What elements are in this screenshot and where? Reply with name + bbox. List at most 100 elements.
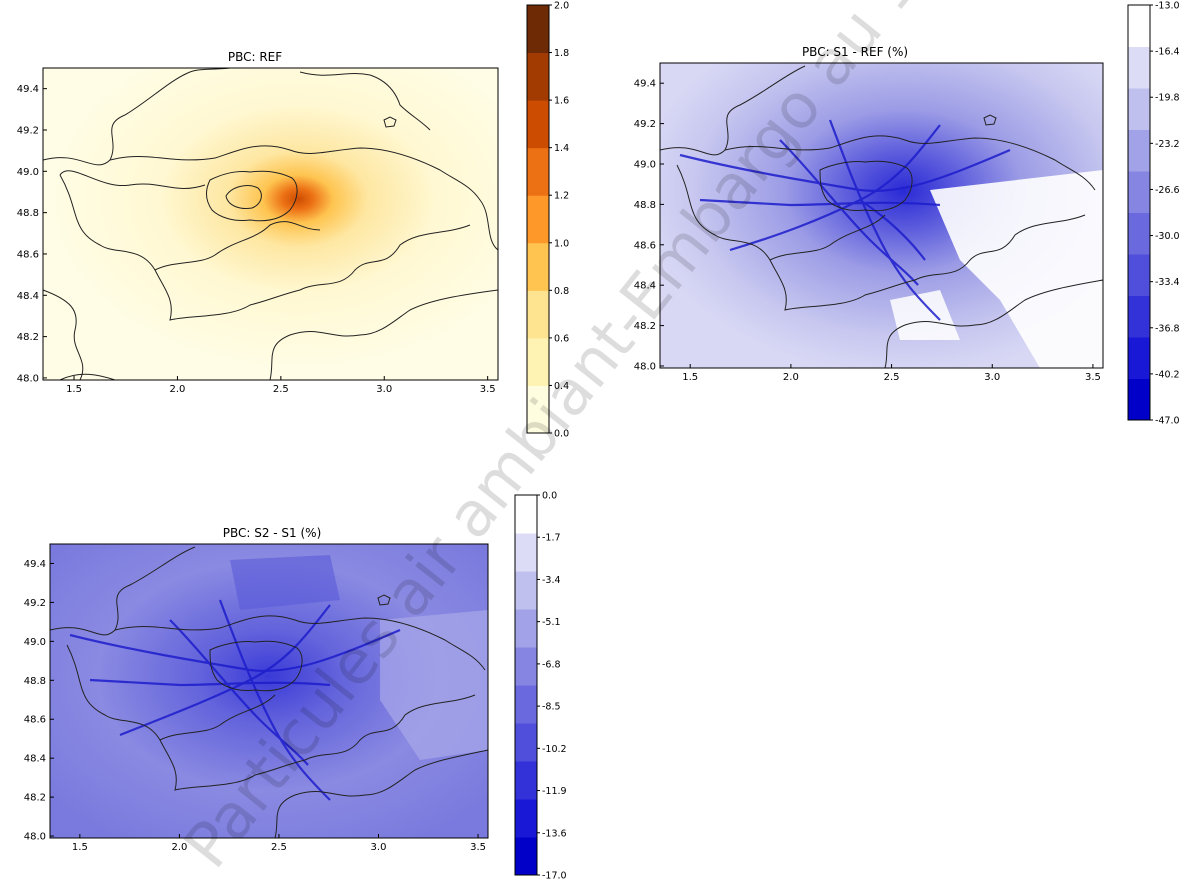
s1-y-tick-label: 48.2: [634, 321, 656, 332]
s1-colorbar-segment: [1128, 129, 1150, 172]
s2-x-tick-label: 3.5: [470, 842, 486, 853]
s2-colorbar-segment: [515, 647, 537, 686]
s2-colorbar-frame: [514, 494, 538, 876]
panel-s2-axes: 1.5 2.0 2.5 3.0 3.5 48.0 48.2 48.4 48.6 48.8 49.0 4…: [24, 559, 486, 853]
s2-colorbar-segment: [515, 571, 537, 610]
ref-y-tick-label: 49.4: [17, 84, 39, 95]
s2-colorbar-tick-label: -3.4: [542, 575, 561, 586]
s1-colorbar-tick-label: -33.4: [1155, 277, 1180, 288]
s2-y-tick-label: 49.0: [24, 637, 46, 648]
s2-y-tick-label: 48.2: [24, 793, 46, 804]
panel-s2-colorbar: -17.0 -13.6 -11.9 -10.2 -8.5 -6.8 -5.1 -3.4 -1.7…: [514, 491, 567, 882]
panel-s1-axes: 1.5 2.0 2.5 3.0 3.5 48.0 48.2 48.4 48.6 48.8 49.0 4…: [634, 79, 1101, 383]
s1-colorbar-tick-label: -26.6: [1155, 185, 1180, 196]
s2-colorbar-tick-label: 0.0: [542, 491, 557, 502]
s1-colorbar-segment: [1128, 46, 1150, 89]
ref-colorbar-tick-label: 1.0: [554, 238, 569, 249]
s1-y-tick-label: 49.0: [634, 159, 656, 170]
s2-x-tick-label: 2.5: [271, 842, 287, 853]
s1-colorbar-segment: [1128, 295, 1150, 338]
ref-colorbar-frame: [526, 4, 550, 434]
ref-y-tick-label: 48.2: [17, 332, 39, 343]
s1-colorbar-segment: [1128, 254, 1150, 296]
s2-y-tick-label: 48.6: [24, 715, 46, 726]
s2-colorbar-tick-label: -17.0: [542, 871, 567, 882]
s1-colorbar-tick-label: -30.0: [1155, 231, 1180, 242]
s2-y-tick-label: 48.4: [24, 754, 46, 765]
panel-ref-title: PBC: REF: [228, 50, 282, 64]
ref-colorbar-tick-label: 1.2: [554, 191, 569, 202]
s1-y-tick-label: 49.2: [634, 119, 656, 130]
ref-colorbar-tick-label: 0.4: [554, 381, 569, 392]
s1-y-tick-label: 48.6: [634, 240, 656, 251]
s2-x-tick-label: 2.0: [171, 842, 187, 853]
s2-colorbar-tick-label: -10.2: [542, 744, 567, 755]
ref-colorbar-tick-label: 2.0: [554, 1, 569, 12]
ref-colorbar-segment: [527, 100, 549, 149]
s2-colorbar-segment: [515, 685, 537, 724]
s1-colorbar-tick-label: -36.8: [1155, 323, 1180, 334]
ref-x-tick-label: 2.5: [273, 384, 289, 395]
s1-colorbar-tick-label: -47.0: [1155, 416, 1180, 427]
panel-ref-colorbar: 0.0 0.4 0.6 0.8 1.0 1.2 1.4 1.6 1.8 2.0: [526, 1, 569, 440]
panel-s1: PBC: S1 - REF (%) 1.5 2.0 2.5 3: [634, 1, 1180, 427]
s1-x-tick-label: 3.0: [984, 372, 1000, 383]
ref-colorbar-segment: [527, 242, 549, 291]
s1-colorbar-tick-label: -13.0: [1155, 1, 1180, 12]
s1-y-tick-label: 48.4: [634, 281, 656, 292]
ref-y-tick-label: 48.8: [17, 208, 39, 219]
s2-x-tick-label: 1.5: [72, 842, 88, 853]
s1-x-tick-label: 3.5: [1085, 372, 1101, 383]
ref-colorbar-segment: [527, 147, 549, 196]
s1-colorbar-segment: [1128, 5, 1150, 47]
ref-x-tick-label: 1.5: [66, 384, 82, 395]
s1-colorbar-tick-label: -23.2: [1155, 139, 1180, 150]
ref-y-tick-label: 48.6: [17, 249, 39, 260]
s2-y-tick-label: 49.2: [24, 598, 46, 609]
s2-y-tick-label: 48.8: [24, 676, 46, 687]
ref-colorbar-segment: [527, 5, 549, 54]
s2-colorbar-tick-label: -1.7: [542, 533, 561, 544]
s1-y-tick-label: 49.4: [634, 79, 656, 90]
panel-ref-map-area: [43, 68, 498, 380]
s1-colorbar-tick-label: -19.8: [1155, 93, 1180, 104]
panel-s2-detail: [69, 555, 488, 801]
panel-s1-title: PBC: S1 - REF (%): [802, 45, 908, 59]
panel-s2-title: PBC: S2 - S1 (%): [223, 526, 322, 540]
panel-s2-frame: [49, 543, 489, 839]
ref-colorbar-tick-label: 0.0: [554, 429, 569, 440]
ref-y-tick-label: 48.0: [17, 373, 39, 384]
s2-colorbar-tick-label: -5.1: [542, 617, 561, 628]
s1-colorbar-segment: [1128, 171, 1150, 213]
s2-colorbar-tick-label: -6.8: [542, 659, 561, 670]
s1-colorbar-tick-label: -16.4: [1155, 47, 1180, 58]
s2-colorbar-segment: [515, 533, 537, 572]
s1-colorbar-frame: [1127, 4, 1151, 421]
ref-colorbar-segment: [527, 52, 549, 101]
s1-colorbar-segment: [1128, 212, 1150, 255]
s2-colorbar-tick-label: -8.5: [542, 702, 561, 713]
ref-colorbar-tick-label: 1.6: [554, 96, 569, 107]
s1-colorbar-segment: [1128, 378, 1150, 421]
s1-x-tick-label: 2.5: [884, 372, 900, 383]
panel-ref-boundaries: [42, 67, 499, 381]
ref-x-tick-label: 3.0: [376, 384, 392, 395]
ref-x-tick-label: 2.0: [169, 384, 185, 395]
s1-x-tick-label: 1.5: [682, 372, 698, 383]
s2-colorbar-segment: [515, 723, 537, 762]
s1-y-tick-label: 48.8: [634, 200, 656, 211]
panel-ref-axes: 1.5 2.0 2.5 3.0 3.5 48.0 48.2 48.4 48.6 48.8 49.0 4…: [17, 84, 496, 395]
s2-colorbar-segment: [515, 837, 537, 876]
ref-colorbar-segment: [527, 385, 549, 434]
panel-s2-boundaries: [49, 546, 489, 839]
ref-colorbar-segment: [527, 337, 549, 386]
ref-colorbar-tick-label: 1.4: [554, 143, 569, 154]
s2-colorbar-tick-label: -11.9: [542, 786, 567, 797]
panel-s1-detail: [679, 119, 1103, 368]
ref-colorbar-tick-label: 1.8: [554, 48, 569, 59]
s1-colorbar-tick-label: -40.2: [1155, 369, 1180, 380]
s1-x-tick-label: 2.0: [783, 372, 799, 383]
ref-y-tick-label: 49.0: [17, 167, 39, 178]
s2-colorbar-segment: [515, 799, 537, 838]
s2-colorbar-segment: [515, 609, 537, 648]
